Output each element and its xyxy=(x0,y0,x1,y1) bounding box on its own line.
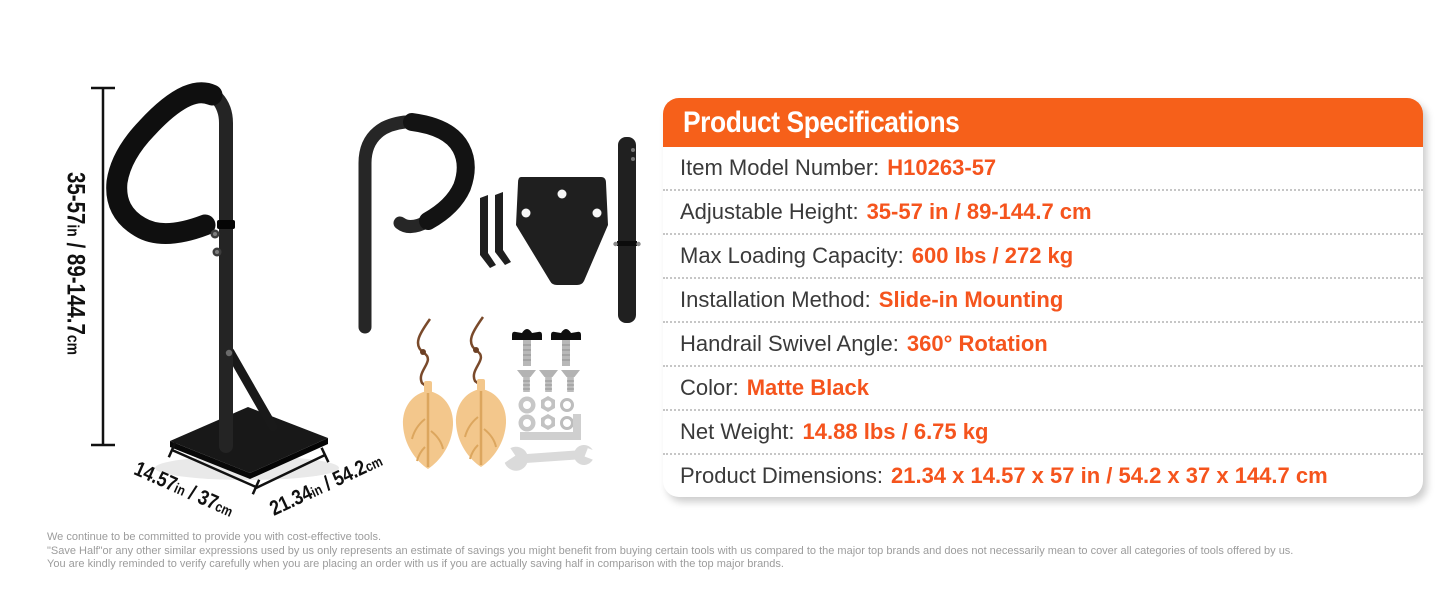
support-strut xyxy=(225,347,278,432)
spec-value: Matte Black xyxy=(746,375,869,400)
spec-row-dimensions: Product Dimensions: 21.34 x 14.57 x 57 i… xyxy=(663,455,1423,497)
disclaimer-line: "Save Half"or any other similar expressi… xyxy=(47,544,1294,557)
adjustment-knobs xyxy=(210,229,233,357)
base-dimension-lines xyxy=(167,442,330,495)
height-dimension-label: 35-57in / 89-144.7cm xyxy=(61,171,90,356)
spec-value: 35-57 in / 89-144.7 cm xyxy=(866,199,1092,224)
spec-rows: Item Model Number: H10263-57 Adjustable … xyxy=(663,147,1423,497)
handrail-loop-part xyxy=(358,115,473,334)
spec-row-color: Color: Matte Black xyxy=(663,367,1423,411)
height-dimension-line xyxy=(91,86,115,447)
t-knob xyxy=(551,329,581,366)
spec-value: H10263-57 xyxy=(887,155,997,180)
spec-row-swivel-angle: Handrail Swivel Angle: 360° Rotation xyxy=(663,323,1423,367)
spec-panel-header: Product Specifications xyxy=(663,98,1423,147)
spec-label: Installation Method: xyxy=(680,287,871,312)
spec-label: Product Dimensions: xyxy=(680,463,883,488)
spec-value: 360° Rotation xyxy=(906,331,1048,356)
spec-value: Slide-in Mounting xyxy=(878,287,1064,312)
leather-cords xyxy=(416,316,485,387)
disclaimer-line: We continue to be committed to provide y… xyxy=(47,531,382,543)
spec-row-max-loading: Max Loading Capacity: 600 lbs / 272 kg xyxy=(663,235,1423,279)
parts-kit-photo xyxy=(358,113,641,471)
spec-label: Max Loading Capacity: xyxy=(680,243,904,268)
cord-knot xyxy=(420,349,426,355)
leaf-tag xyxy=(402,381,454,469)
spec-row-model: Item Model Number: H10263-57 xyxy=(663,147,1423,191)
allen-key xyxy=(520,414,581,440)
spec-row-net-weight: Net Weight: 14.88 lbs / 6.75 kg xyxy=(663,411,1423,455)
spec-value: 600 lbs / 272 kg xyxy=(911,243,1074,268)
washers xyxy=(518,396,536,432)
handrail-grip xyxy=(106,82,223,245)
mounting-plate xyxy=(516,177,608,285)
hex-nuts xyxy=(541,396,555,430)
spec-label: Color: xyxy=(680,375,739,400)
spec-row-adjustable-height: Adjustable Height: 35-57 in / 89-144.7 c… xyxy=(663,191,1423,235)
extension-pole xyxy=(613,137,641,323)
spec-label: Item Model Number: xyxy=(680,155,880,180)
spec-label: Net Weight: xyxy=(680,419,795,444)
t-knob xyxy=(512,329,542,366)
bolts xyxy=(517,370,580,392)
spec-panel: Product Specifications Item Model Number… xyxy=(663,98,1423,497)
mounting-strips xyxy=(480,192,511,268)
small-rings xyxy=(560,398,574,430)
cord-knot xyxy=(473,347,479,353)
spec-label: Adjustable Height: xyxy=(680,199,859,224)
wrench xyxy=(496,444,601,471)
spec-panel-title: Product Specifications xyxy=(683,105,960,139)
assembled-handrail-photo xyxy=(91,82,339,495)
spec-label: Handrail Swivel Angle: xyxy=(680,331,899,356)
handrail-loop-grip xyxy=(403,113,475,230)
base-plate xyxy=(170,407,328,479)
height-collar xyxy=(217,220,235,229)
disclaimer-line: You are kindly reminded to verify carefu… xyxy=(47,558,784,570)
leaf-tag xyxy=(455,379,507,467)
spec-value: 21.34 x 14.57 x 57 in / 54.2 x 37 x 144.… xyxy=(890,463,1328,488)
spec-row-installation: Installation Method: Slide-in Mounting xyxy=(663,279,1423,323)
disclaimer: We continue to be committed to provide y… xyxy=(47,531,1387,572)
spec-value: 14.88 lbs / 6.75 kg xyxy=(802,419,989,444)
